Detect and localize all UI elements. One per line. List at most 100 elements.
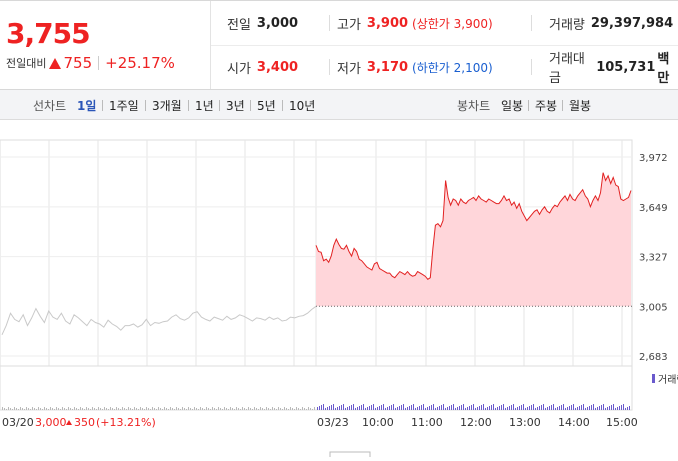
volume-bar <box>204 409 205 410</box>
volume-bar <box>393 404 394 410</box>
volume-bar <box>66 409 67 410</box>
volume-bar <box>118 408 119 410</box>
volume-bar <box>431 405 432 410</box>
volume-bar <box>128 407 129 410</box>
volume-bar <box>276 409 277 410</box>
volume-bar <box>377 407 378 410</box>
volume-bar <box>2 407 3 410</box>
volume-bar <box>489 406 490 410</box>
volume-bar <box>397 407 398 410</box>
volume-bar <box>571 405 572 410</box>
volume-bar <box>62 407 63 410</box>
tab-1year[interactable]: 1년 <box>195 99 214 113</box>
volume-bar <box>515 408 516 410</box>
chart-svg: 3,972 3,649 3,327 3,005 2,683 거래량 03/23 10:00… <box>0 139 678 461</box>
volume-bar <box>206 407 207 410</box>
volume-bar <box>433 404 434 410</box>
volume-bar <box>120 409 121 410</box>
tab-3month[interactable]: 3개월 <box>152 99 182 113</box>
volume-bar <box>491 405 492 410</box>
volume-bar <box>485 408 486 410</box>
volume-bar <box>343 404 344 410</box>
tab-1week[interactable]: 1주일 <box>109 99 139 113</box>
volume-bar <box>395 408 396 410</box>
volume-bar <box>298 408 299 410</box>
prev-close-cell: 전일 3,000 <box>227 14 298 33</box>
volume-bar <box>58 408 59 410</box>
volume-bar <box>78 409 79 410</box>
volume-bar <box>72 409 73 410</box>
volume-bar <box>545 408 546 410</box>
volume-bar <box>94 408 95 410</box>
volume-bar <box>527 407 528 410</box>
volume-bar <box>403 404 404 410</box>
volume-bar <box>180 409 181 410</box>
divider <box>329 15 330 31</box>
volume-bar <box>208 408 209 410</box>
volume-bar <box>272 407 273 410</box>
volume-bar <box>98 407 99 410</box>
volume-bar <box>30 409 31 410</box>
volume-bar <box>405 408 406 410</box>
volume-bar <box>84 409 85 410</box>
volume-bar <box>479 406 480 410</box>
volume-bar <box>88 408 89 410</box>
volume-bar <box>443 404 444 410</box>
volume-bar <box>194 407 195 410</box>
volume-bar <box>236 407 237 410</box>
open-label: 시가 <box>227 61 251 77</box>
tab-daily-candle[interactable]: 일봉 <box>501 99 524 113</box>
volume-bar <box>112 408 113 410</box>
volume-bar <box>461 405 462 410</box>
candle-chart-header: 봉차트 <box>457 99 491 113</box>
volume-bar <box>467 407 468 410</box>
volume-bar <box>188 407 189 410</box>
prev-close-value: 3,000 <box>256 15 299 31</box>
volume-bar <box>451 405 452 410</box>
stats-row-2: 시가 3,400 저가 3,170 (하한가 2,100) 거래대금 105,7… <box>211 45 678 89</box>
high-cell: 고가 3,900 (상한가 3,900) <box>337 14 493 33</box>
volume-bar <box>417 407 418 410</box>
volume-bar <box>435 408 436 410</box>
scroll-handle[interactable] <box>329 451 371 461</box>
divider <box>98 56 100 70</box>
volume-legend-label: 거래량 <box>658 374 678 386</box>
tab-3year[interactable]: 3년 <box>226 99 245 113</box>
volume-bar <box>623 404 624 410</box>
up-triangle-icon <box>66 420 72 425</box>
volume-bar <box>415 408 416 410</box>
volume-bar <box>216 409 217 410</box>
volume-bar <box>56 407 57 410</box>
change-label: 전일대비 <box>6 57 47 70</box>
volume-bar <box>471 405 472 410</box>
volume-bar <box>389 406 390 410</box>
volume-bar <box>26 407 27 410</box>
divider <box>531 59 532 75</box>
tab-weekly-candle[interactable]: 주봉 <box>535 99 558 113</box>
volume-bar <box>507 407 508 410</box>
volume-bar <box>238 408 239 410</box>
volume-bar <box>599 406 600 410</box>
tab-monthly-candle[interactable]: 월봉 <box>569 99 592 113</box>
volume-bar <box>531 405 532 410</box>
volume-bar <box>595 408 596 410</box>
volume-bar <box>501 405 502 410</box>
volume-bar <box>361 405 362 410</box>
volume-bar <box>136 408 137 410</box>
price-fill-area <box>316 172 631 307</box>
tab-1day[interactable]: 1일 <box>77 99 97 113</box>
volume-bar <box>499 406 500 410</box>
tab-5year[interactable]: 5년 <box>257 99 276 113</box>
volume-bar <box>333 404 334 410</box>
volume-bar <box>290 407 291 410</box>
volume-bar <box>335 408 336 410</box>
volume-bar <box>617 407 618 410</box>
volume-bar <box>557 407 558 410</box>
volume-bar <box>583 404 584 410</box>
volume-bar <box>6 409 7 410</box>
volume-bar <box>379 406 380 410</box>
volume-bar <box>359 406 360 410</box>
tab-10year[interactable]: 10년 <box>289 99 316 113</box>
volume-bar <box>581 405 582 410</box>
volume-bar <box>146 407 147 410</box>
